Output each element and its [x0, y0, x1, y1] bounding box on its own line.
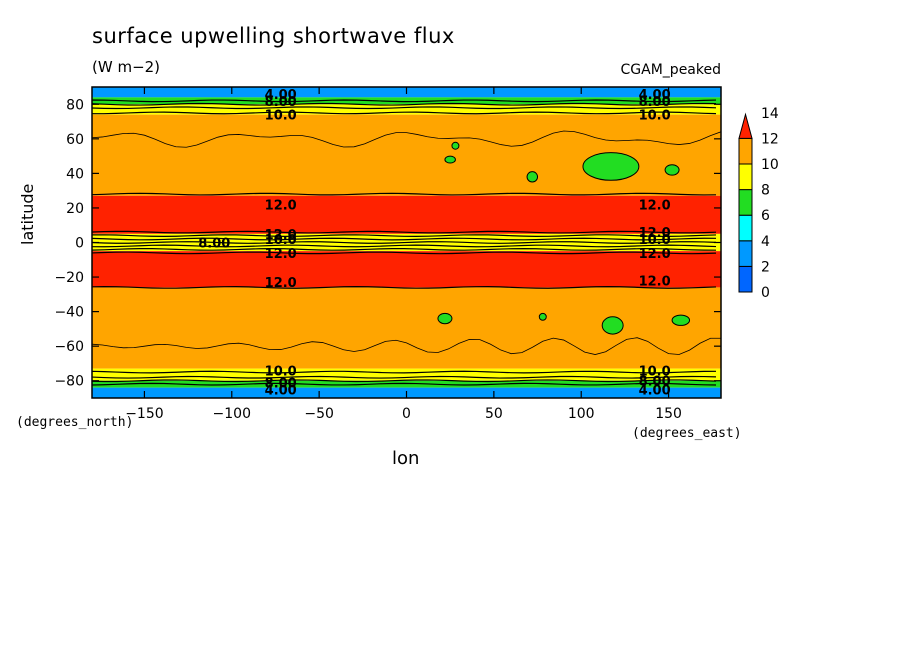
contour-label: 12.0 [639, 198, 671, 213]
contour-line [92, 230, 717, 234]
contour-label: 10.0 [639, 109, 671, 124]
contour-line [92, 102, 717, 106]
contour-label: 12.0 [265, 198, 297, 213]
colorbar-extend-arrow [738, 112, 753, 139]
colorbar-swatch [738, 163, 753, 191]
chart-title: surface upwelling shortwave flux [92, 24, 455, 48]
green-patch [451, 141, 460, 150]
green-patch [664, 164, 680, 176]
contour-label: 8.00 [639, 375, 671, 390]
colorbar-swatch [738, 214, 753, 242]
green-patch [437, 312, 453, 325]
contour-label: 4.00 [639, 88, 671, 103]
contour-line [92, 251, 717, 255]
x-tick-label: 100 [568, 406, 595, 422]
x-tick-label: −100 [213, 406, 251, 422]
x-tick-label: 150 [655, 406, 682, 422]
contour-label: 12.0 [265, 228, 297, 243]
contour-label: 8.00 [265, 95, 297, 110]
contour-line [92, 234, 717, 237]
green-patch [601, 316, 624, 335]
colorbar-label: 10 [761, 157, 779, 173]
colorbar-swatch [738, 240, 753, 267]
y-tick-label: −40 [54, 305, 84, 321]
zonal-band [92, 287, 721, 369]
contour-label: 12.0 [265, 276, 297, 291]
colorbar-label: 4 [761, 234, 770, 250]
y-tick-label: −60 [54, 339, 84, 355]
colorbar: 0 2 4 6 8 10 12 14 [738, 106, 779, 301]
zonal-band [92, 104, 721, 115]
y-tick-label: −80 [54, 374, 84, 390]
contour-line [92, 106, 717, 110]
chart-units: (W m−2) [92, 58, 161, 76]
contour-label: 8.00 [265, 376, 297, 391]
contour-line [92, 379, 717, 383]
contour-line [92, 286, 717, 289]
contour-label: 4.00 [265, 88, 297, 103]
x-axis-units: (degrees_east) [632, 426, 742, 441]
colorbar-label: 0 [761, 285, 770, 301]
zonal-band [92, 97, 721, 105]
contour-label: 12.0 [639, 226, 671, 241]
contour-line [92, 241, 717, 244]
y-tick-label: 80 [66, 97, 84, 113]
contour-label: 8.00 [198, 237, 230, 252]
green-patch [582, 152, 640, 181]
contour-line [92, 375, 717, 379]
x-tick-label: 50 [485, 406, 503, 422]
colorbar-swatch [738, 265, 753, 293]
contour-label: 10.0 [265, 233, 297, 248]
x-tick-label: −150 [125, 406, 163, 422]
contour-line [92, 237, 717, 241]
contour-label: 12.0 [265, 247, 297, 262]
contour-label: 12.0 [639, 275, 671, 290]
contour-line [92, 244, 717, 248]
colorbar-swatch [738, 137, 753, 165]
x-tick-label: −50 [304, 406, 334, 422]
contour-label: 4.00 [265, 383, 297, 398]
y-tick-label: 0 [75, 236, 84, 252]
y-tick-label: 60 [66, 132, 84, 148]
colorbar-label: 2 [761, 259, 770, 275]
colorbar-label: 6 [761, 208, 770, 224]
contour-line [92, 382, 717, 386]
model-label: CGAM_peaked [620, 62, 721, 78]
green-patch [526, 171, 539, 183]
y-tick-label: 40 [66, 166, 84, 182]
contour-label: 10.0 [265, 109, 297, 124]
colorbar-label: 14 [761, 106, 779, 122]
contour-label: 10.0 [639, 233, 671, 248]
y-tick-label: 20 [66, 201, 84, 217]
colorbar-swatch [738, 189, 753, 216]
zonal-band [92, 251, 721, 288]
contour-line [92, 370, 717, 374]
contour-line [92, 248, 717, 251]
zonal-band [92, 195, 721, 234]
green-patch [444, 155, 456, 164]
zonal-band [92, 368, 721, 381]
green-patch [671, 314, 691, 326]
zonal-band [92, 380, 721, 388]
contour-line [92, 130, 721, 148]
y-axis-units: (degrees_north) [16, 415, 134, 430]
x-axis-label: lon [392, 448, 420, 469]
contour-line [92, 99, 717, 103]
contour-label: 8.00 [639, 95, 671, 110]
x-tick-label: 0 [402, 406, 411, 422]
colorbar-label: 8 [761, 183, 770, 199]
colorbar-label: 12 [761, 131, 779, 147]
contour-line [92, 192, 717, 196]
contour-label: 4.00 [639, 383, 671, 398]
contour-line [92, 111, 717, 115]
contour-line [92, 337, 721, 355]
contour-label: 12.0 [639, 247, 671, 262]
y-tick-label: −20 [54, 270, 84, 286]
green-patch [538, 312, 547, 321]
contour-label: 10.0 [265, 364, 297, 379]
contour-label: 10.0 [639, 364, 671, 379]
